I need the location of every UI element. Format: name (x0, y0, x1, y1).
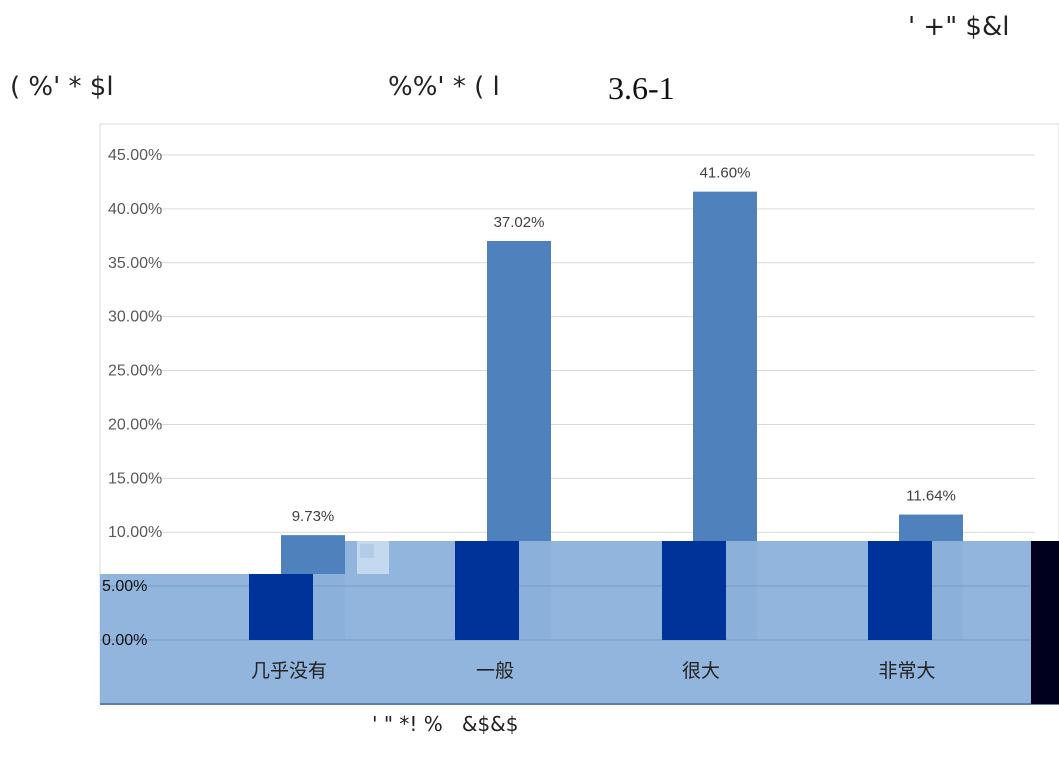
y-tick-label: 15.00% (108, 470, 162, 487)
overlay-artifact-inner (360, 544, 374, 558)
y-tick-label: 0.00% (102, 632, 147, 649)
category-label: 很大 (682, 660, 720, 682)
data-label: 37.02% (494, 214, 545, 231)
dark-strip (1031, 541, 1059, 704)
y-tick-label: 25.00% (108, 363, 162, 380)
data-labels: 9.73% 37.02% 41.60% 11.64% (292, 165, 956, 525)
category-label: 非常大 (878, 660, 935, 682)
footer-caption: ' " *! % &$&$ (372, 712, 519, 736)
y-tick-label: 40.00% (108, 201, 162, 218)
y-tick-label: 5.00% (102, 578, 147, 595)
overlay-bar (868, 541, 932, 640)
data-label: 41.60% (700, 165, 751, 182)
data-label: 11.64% (906, 488, 956, 505)
middle-header-text: %%' * ( l (388, 72, 500, 102)
overlay-bar (662, 541, 726, 640)
category-labels: 几乎没有 一般 很大 非常大 (251, 660, 936, 682)
category-label: 一般 (476, 660, 514, 682)
figure-number: 3.6-1 (608, 70, 675, 106)
overlay-band (100, 541, 1059, 704)
top-right-header-text: ' +" $&l (908, 12, 1010, 42)
y-tick-label: 30.00% (108, 309, 162, 326)
y-tick-label: 35.00% (108, 255, 162, 272)
overlay-layer (100, 541, 1059, 705)
overlay-bar (455, 541, 519, 640)
y-tick-label: 20.00% (108, 416, 162, 433)
data-label: 9.73% (292, 508, 335, 525)
y-tick-labels: 0.00% 5.00% 10.00% 15.00% 20.00% 25.00% 30.00%… (102, 147, 162, 649)
left-header-text: ( %' * $l (10, 72, 114, 102)
overlay-bar (249, 574, 313, 640)
y-tick-label: 10.00% (108, 524, 162, 541)
category-label: 几乎没有 (251, 660, 327, 682)
y-tick-label: 45.00% (108, 147, 162, 164)
